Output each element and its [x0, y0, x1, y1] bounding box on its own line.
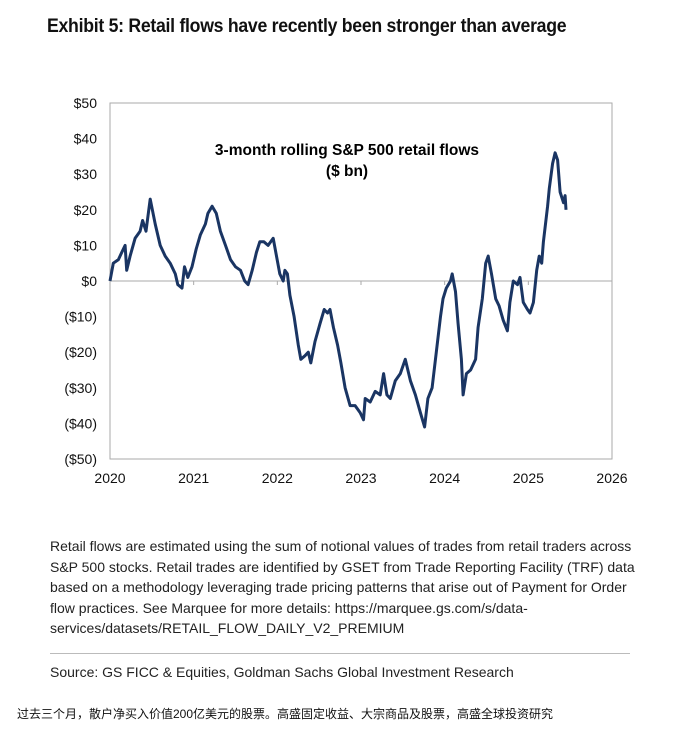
x-tick-label: 2022 [262, 470, 293, 486]
chinese-caption: 过去三个月，散户净买入价值200亿美元的股票。高盛固定收益、大宗商品及股票，高盛… [17, 707, 554, 721]
chart-title: 3-month rolling S&P 500 retail flows [215, 142, 479, 159]
y-tick-label: ($30) [64, 380, 97, 396]
x-tick-label: 2025 [513, 470, 544, 486]
x-tick-label: 2023 [345, 470, 376, 486]
y-tick-label: ($20) [64, 344, 97, 360]
y-tick-label: $0 [81, 273, 97, 289]
chart-notes: Retail flows are estimated using the sum… [50, 538, 635, 636]
x-tick-label: 2020 [94, 470, 125, 486]
y-tick-label: ($40) [64, 415, 97, 431]
retail-flows-chart: $50 $40 $30 $20 $10 $0 ($10) ($20) ($30) ($40) ($5… [64, 95, 627, 486]
x-tick-label: 2026 [596, 470, 627, 486]
y-tick-label: $50 [74, 95, 98, 111]
x-tick-label: 2024 [429, 470, 460, 486]
y-tick-label: ($10) [64, 309, 97, 325]
y-tick-label: $20 [74, 202, 98, 218]
y-tick-label: $10 [74, 237, 98, 253]
exhibit-title: Exhibit 5: Retail flows have recently be… [47, 16, 567, 37]
y-tick-label: $30 [74, 166, 98, 182]
series-line [108, 151, 568, 429]
y-tick-label: ($50) [64, 451, 97, 467]
chart-subtitle: ($ bn) [326, 163, 368, 180]
divider [50, 653, 630, 654]
x-tick-label: 2021 [178, 470, 209, 486]
y-tick-label: $40 [74, 131, 98, 147]
source-text: Source: GS FICC & Equities, Goldman Sach… [50, 664, 514, 680]
